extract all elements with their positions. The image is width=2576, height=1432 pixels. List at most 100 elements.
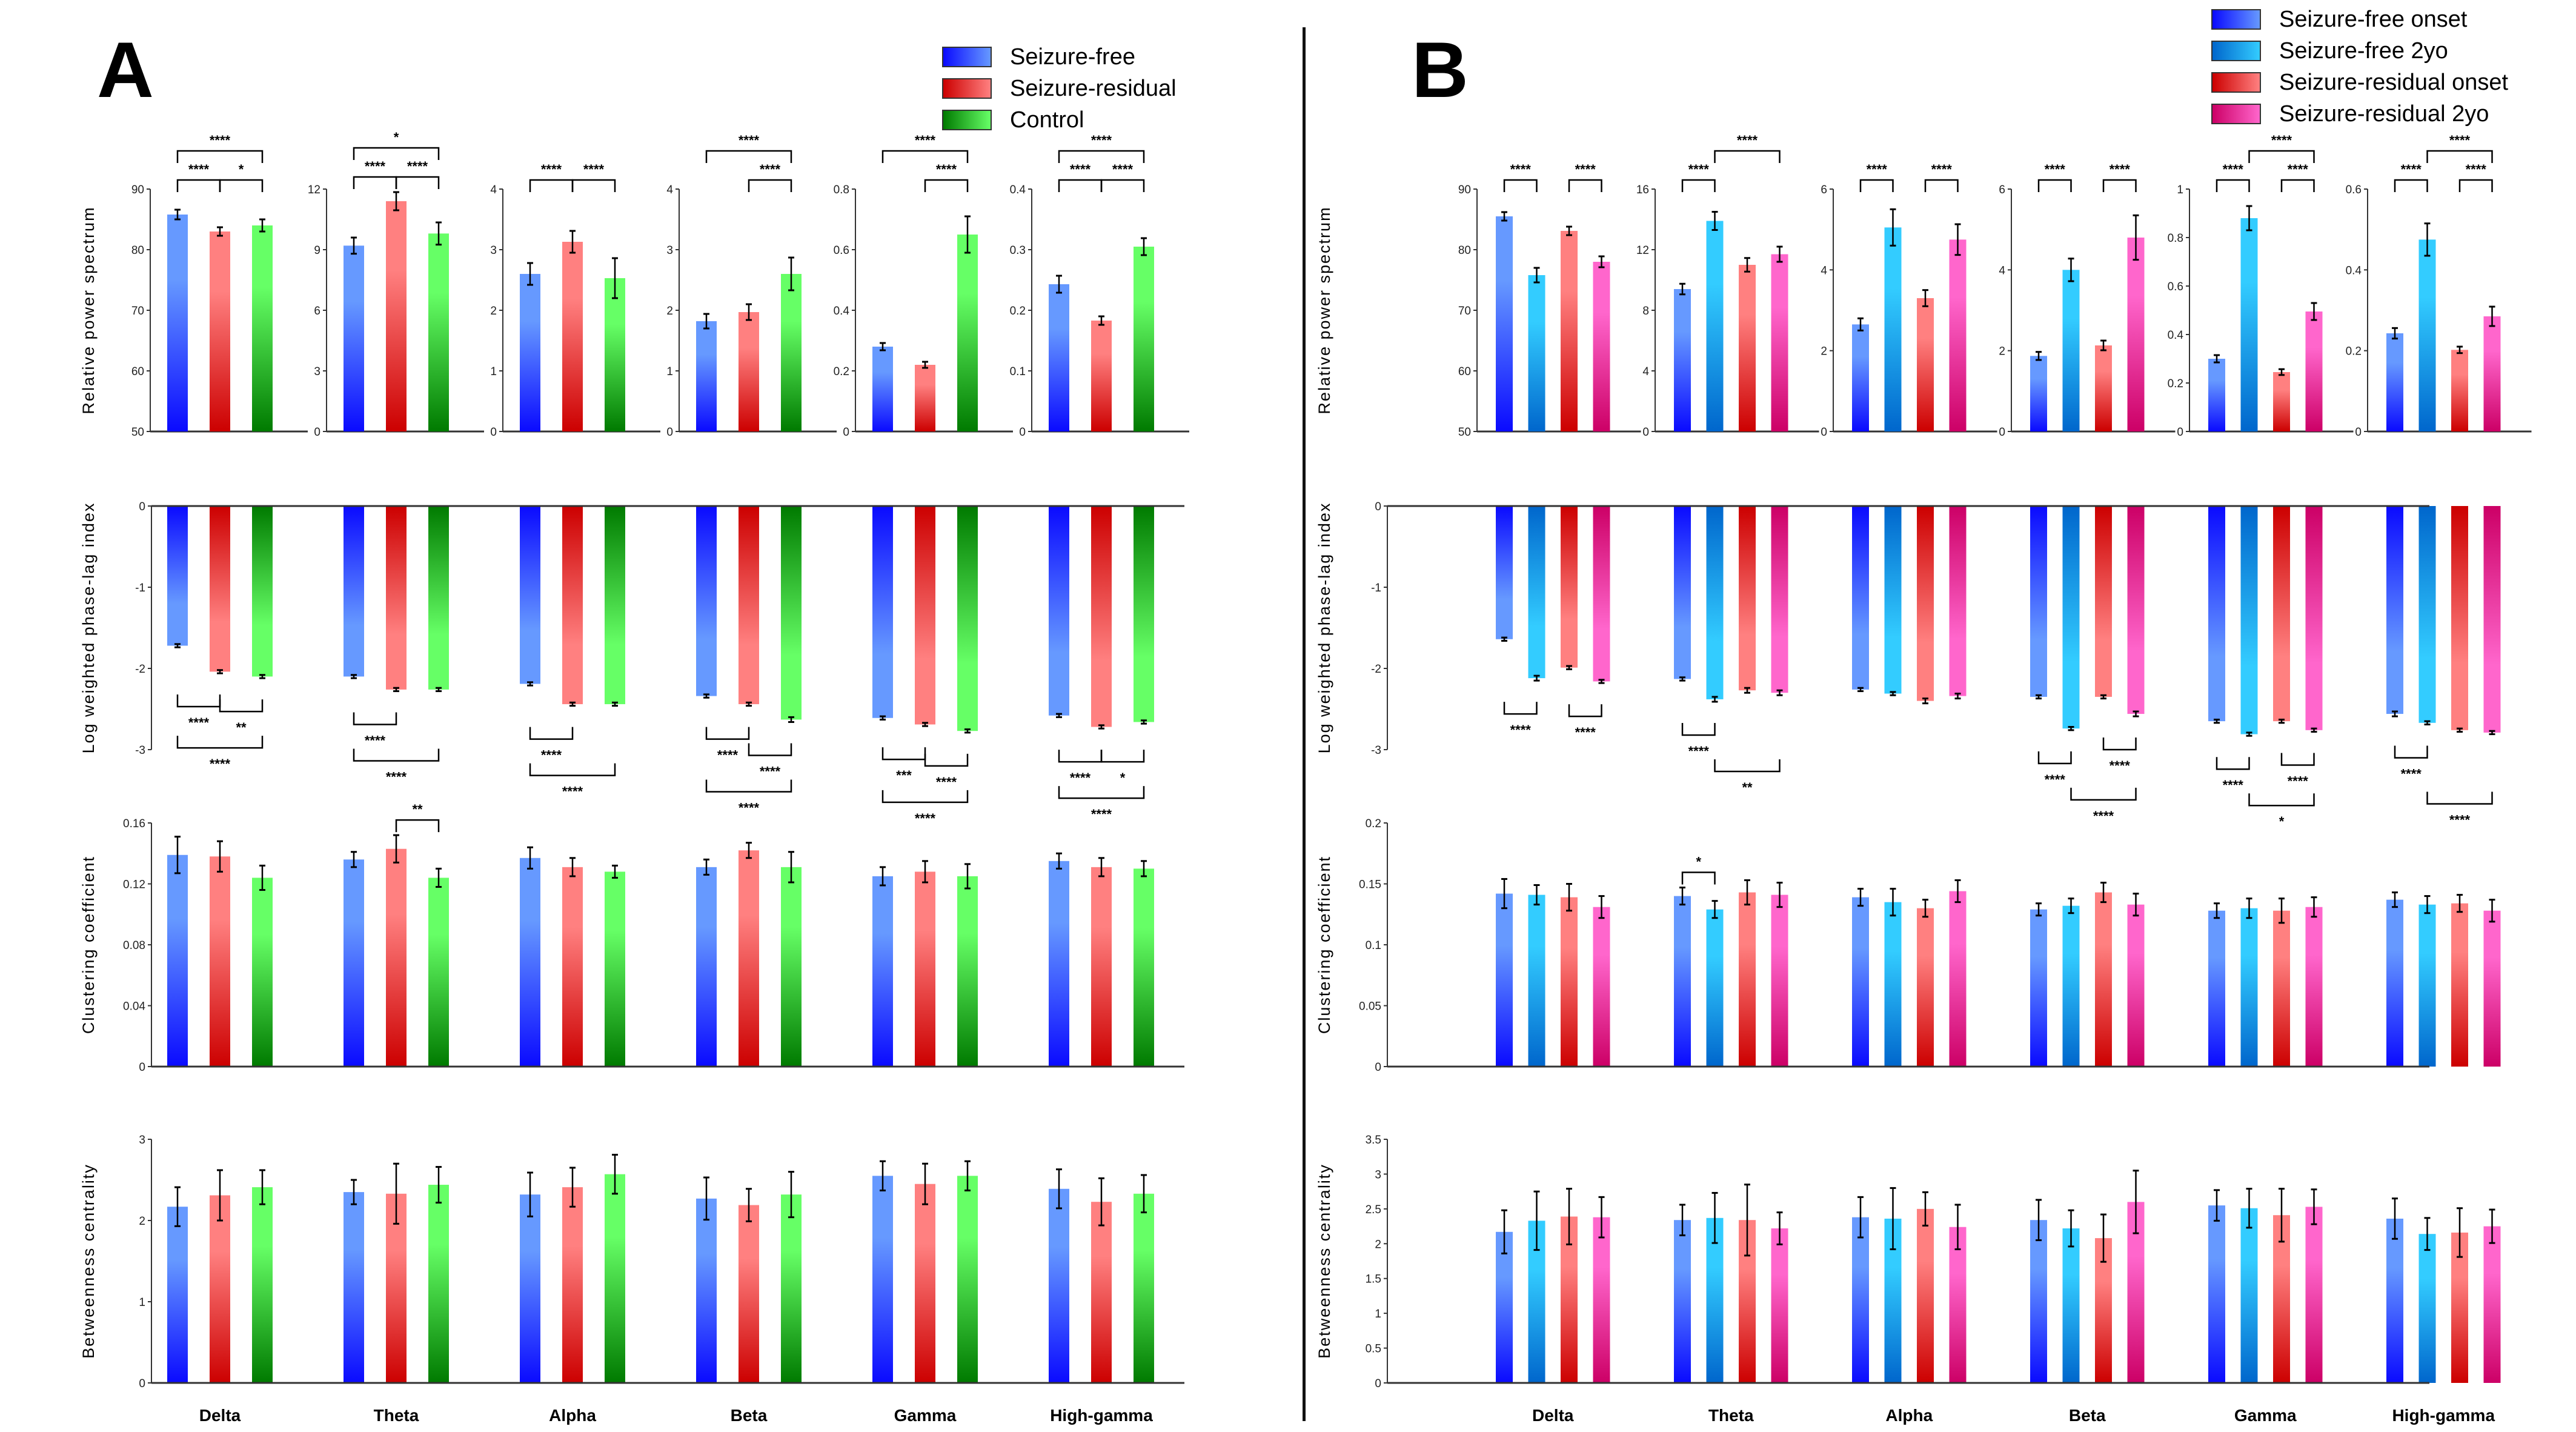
y-tick-label: -3 xyxy=(135,744,145,757)
bar xyxy=(2240,1208,2258,1383)
significance-label: *** xyxy=(896,768,912,783)
significance-label: **** xyxy=(2110,162,2131,177)
panel-b-letter: B xyxy=(1412,25,1469,114)
bar xyxy=(562,867,583,1067)
significance-bracket xyxy=(705,150,792,163)
significance-label: **** xyxy=(1575,725,1596,740)
significance-label: **** xyxy=(2223,778,2244,793)
bar xyxy=(1134,506,1154,722)
bar xyxy=(2483,316,2501,431)
significance-bracket xyxy=(705,779,792,793)
bar xyxy=(915,1184,935,1383)
bar xyxy=(167,1207,188,1383)
y-tick-label: 1 xyxy=(1375,1308,1381,1320)
bar xyxy=(605,871,625,1067)
significance-label: **** xyxy=(188,162,210,177)
significance-bracket xyxy=(748,743,792,756)
significance-bracket xyxy=(353,712,397,725)
band-label: High-gamma xyxy=(1050,1406,1153,1425)
y-tick-label: 2 xyxy=(139,1215,145,1228)
bar xyxy=(957,1176,978,1383)
y-tick-label: -2 xyxy=(1371,663,1381,676)
y-tick-label: 4 xyxy=(666,184,673,196)
bar xyxy=(872,506,893,718)
bar xyxy=(344,245,364,431)
bar xyxy=(1049,1188,1069,1383)
bar xyxy=(167,215,188,431)
bar xyxy=(386,848,407,1067)
bar xyxy=(1049,284,1069,431)
significance-label: **** xyxy=(2288,774,2309,789)
bar xyxy=(2305,506,2323,730)
bar xyxy=(1706,221,1724,431)
bar xyxy=(2062,270,2080,431)
significance-bracket xyxy=(1058,150,1145,163)
significance-label: **** xyxy=(386,770,407,785)
bar xyxy=(696,506,717,696)
bar xyxy=(872,347,893,431)
significance-bracket xyxy=(1924,179,1959,192)
bar xyxy=(1593,1217,1610,1383)
band-label: Beta xyxy=(2069,1406,2106,1425)
legend-item: Seizure-residual onset xyxy=(2211,67,2508,98)
legend-swatch xyxy=(2211,104,2261,124)
bar xyxy=(2483,1226,2501,1383)
significance-label: **** xyxy=(407,159,428,174)
band-label: Gamma xyxy=(2234,1406,2297,1425)
significance-label: **** xyxy=(739,800,760,815)
significance-bracket xyxy=(176,736,264,749)
band-label: Theta xyxy=(374,1406,419,1425)
y-tick-label: 3.5 xyxy=(1366,1134,1381,1147)
y-tick-label: 0 xyxy=(666,426,673,439)
y-tick-label: 9 xyxy=(314,244,320,257)
significance-label: **** xyxy=(210,756,231,771)
y-tick-label: 1 xyxy=(139,1296,145,1309)
y-tick-label: 50 xyxy=(1458,426,1471,439)
significance-bracket xyxy=(353,748,440,762)
legend-b: Seizure-free onset Seizure-free 2yo Seiz… xyxy=(2211,4,2508,130)
bar xyxy=(252,878,273,1067)
significance-bracket xyxy=(395,819,440,833)
y-tick-label: 0.4 xyxy=(2346,264,2362,277)
bar xyxy=(1884,902,1902,1067)
bar xyxy=(2240,506,2258,734)
bar xyxy=(1949,506,1967,696)
significance-label: **** xyxy=(915,811,936,826)
bar xyxy=(915,365,935,431)
bar xyxy=(1496,506,1513,639)
y-tick-label: 0.4 xyxy=(834,305,850,318)
bar xyxy=(562,1187,583,1383)
legend-label: Seizure-residual onset xyxy=(2279,69,2509,95)
bar xyxy=(1771,254,1788,431)
bar xyxy=(1593,907,1610,1067)
bar xyxy=(1134,247,1154,431)
bar xyxy=(1706,1217,1724,1383)
significance-label: **** xyxy=(1091,133,1112,148)
bar xyxy=(562,506,583,704)
significance-label: **** xyxy=(562,784,583,799)
y-tick-label: 2 xyxy=(666,305,673,318)
bar xyxy=(520,1194,540,1383)
y-tick-label: 0.05 xyxy=(1359,1001,1381,1013)
legend-swatch xyxy=(942,47,992,67)
bar xyxy=(428,506,449,690)
legend-item: Control xyxy=(942,104,1177,136)
bar xyxy=(2483,506,2501,733)
bar xyxy=(2030,1220,2047,1383)
bar xyxy=(915,506,935,725)
y-tick-label: 0.6 xyxy=(2168,281,2183,293)
significance-label: ** xyxy=(236,720,247,735)
bar xyxy=(1852,1217,1869,1383)
bar xyxy=(1674,1220,1691,1383)
bar xyxy=(1674,289,1691,431)
y-axis-label: Betweenness centrality xyxy=(1315,1164,1333,1359)
bar xyxy=(2095,345,2112,431)
y-tick-label: 4 xyxy=(1642,365,1649,378)
band-label: Beta xyxy=(731,1406,768,1425)
bar xyxy=(1949,1227,1967,1383)
bar xyxy=(1917,908,1934,1067)
y-tick-label: 0.2 xyxy=(1366,818,1381,830)
bar xyxy=(1528,275,1545,431)
bar xyxy=(1496,893,1513,1067)
significance-label: **** xyxy=(210,133,231,148)
